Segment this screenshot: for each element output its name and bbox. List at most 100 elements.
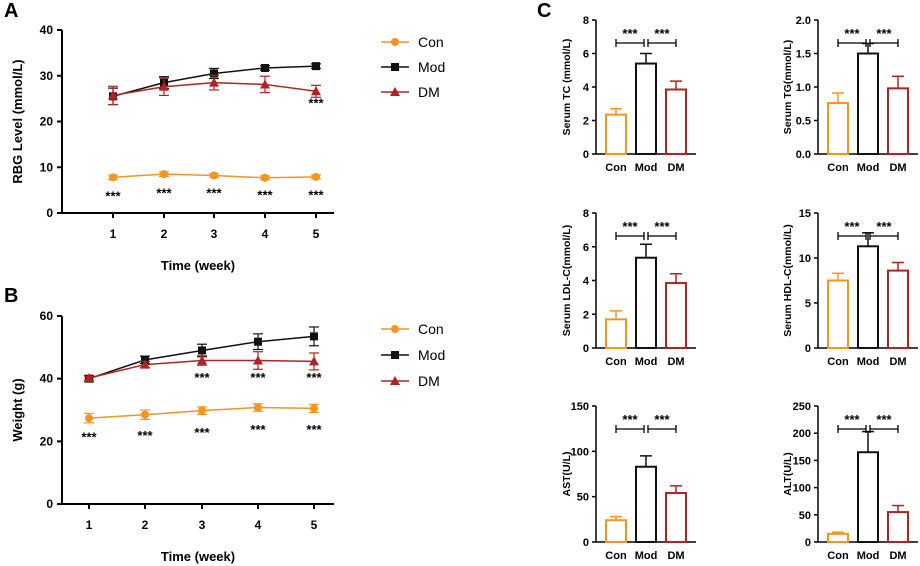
bar-mod: [857, 232, 879, 349]
significance-label: ***: [194, 370, 210, 385]
bar-chart-c3: 0 2 4 6 8 Con Mod DM *** *** Serum LDL-C(mmol/L): [561, 208, 696, 368]
bar-dm: [665, 80, 687, 155]
bar-mod: [857, 42, 879, 155]
y-tick-label: 1.0: [796, 82, 811, 94]
x-tick-label: 1: [110, 227, 117, 241]
x-tick-label: DM: [667, 356, 684, 368]
significance-label: ***: [876, 219, 892, 234]
y-tick-label: 0.0: [796, 149, 811, 161]
significance-label: ***: [844, 219, 860, 234]
bar-dm: [887, 261, 909, 350]
y-tick-label: 4: [583, 82, 590, 94]
y-tick-label: 0: [583, 537, 589, 549]
bar-con: [605, 515, 627, 543]
y-tick-label: 50: [799, 510, 811, 522]
y-tick-label: 60: [40, 309, 54, 323]
y-axis-title: Serum TG(mmol/L): [782, 40, 794, 135]
y-tick-label: 40: [40, 372, 54, 386]
x-axis-title: Time (week): [161, 258, 235, 273]
y-axis-title: AST(U/L): [561, 452, 573, 497]
bar-chart-c1: 0 2 4 6 8 Con Mod DM *** *** Serum TC (mmol/L): [561, 15, 696, 174]
data-point: [261, 63, 269, 72]
y-tick-label: 6: [583, 242, 589, 254]
bar-con: [605, 108, 627, 155]
bar-rect: [857, 52, 879, 155]
x-tick-label: Con: [827, 162, 849, 174]
y-tick-label: 20: [40, 434, 54, 448]
data-point: [197, 355, 207, 365]
x-tick-label: Mod: [635, 162, 658, 174]
bar-chart-c5: 0 50 100 150 Con Mod DM *** *** AST(U/L): [561, 401, 696, 562]
legend-label: Mod: [418, 347, 445, 363]
legend-marker: [391, 63, 399, 71]
y-tick-label: 0: [46, 206, 53, 220]
significance-brackets: *** ***: [837, 26, 899, 47]
legend-label: Mod: [418, 59, 445, 75]
x-axis-title: Time (week): [161, 549, 235, 564]
x-tick-label: 2: [142, 518, 149, 532]
y-tick-label: 150: [793, 455, 811, 467]
bar-rect: [827, 532, 849, 544]
x-tick-label: 2: [161, 227, 168, 241]
y-axis-title: Serum TC (mmol/L): [561, 39, 573, 136]
data-point: [160, 170, 168, 179]
significance-label: ***: [622, 412, 638, 427]
legend-marker: [391, 325, 399, 333]
bar-mod: [635, 455, 657, 544]
y-tick-label: 10: [799, 253, 811, 265]
bar-con: [605, 310, 627, 349]
y-tick-label: 2: [583, 116, 589, 128]
x-tick-label: Con: [827, 356, 849, 368]
x-tick-label: 4: [262, 227, 269, 241]
bar-dm: [665, 273, 687, 349]
bar-rect: [827, 279, 849, 349]
x-tick-label: Mod: [857, 356, 880, 368]
bar-rect: [665, 492, 687, 544]
bar-dm: [665, 485, 687, 544]
y-tick-label: 0: [46, 497, 53, 511]
legend-label: Con: [418, 321, 444, 337]
data-point: [198, 346, 206, 355]
significance-label: ***: [876, 26, 892, 41]
y-tick-label: 100: [793, 483, 811, 495]
bar-con: [827, 272, 849, 349]
data-point: [253, 355, 263, 365]
significance-label: ***: [250, 422, 266, 437]
significance-label: ***: [308, 95, 324, 110]
data-point: [109, 173, 117, 182]
significance-label: ***: [308, 188, 324, 203]
data-point: [311, 86, 321, 96]
legend-label: DM: [418, 84, 440, 100]
x-tick-label: 5: [311, 518, 318, 532]
bar-con: [827, 531, 849, 544]
y-tick-label: 2: [583, 309, 589, 321]
series-dm: [108, 74, 321, 106]
line-chart-b: 0 20 40 60 1 2 3 4 5 Time (week) Weight (g) *** *** *…: [10, 309, 445, 564]
y-tick-label: 10: [40, 160, 54, 174]
x-tick-label: 4: [255, 518, 262, 532]
bar-dm: [887, 75, 909, 155]
significance-label: ***: [250, 370, 266, 385]
x-tick-label: Mod: [635, 550, 658, 562]
data-point: [108, 90, 118, 100]
y-tick-label: 5: [805, 298, 811, 310]
data-point: [254, 337, 262, 346]
bar-chart-c4: 0 5 10 15 Con Mod DM *** *** Serum HDL-C(mmol/L): [782, 208, 918, 368]
x-tick-label: DM: [889, 162, 906, 174]
x-tick-label: Mod: [857, 550, 880, 562]
y-axis-title: ALT(U/L): [782, 452, 794, 496]
x-tick-label: Con: [605, 356, 627, 368]
significance-brackets: *** ***: [837, 412, 899, 433]
data-point: [254, 403, 262, 412]
significance-label: ***: [137, 428, 153, 443]
x-tick-label: DM: [667, 162, 684, 174]
data-point: [261, 173, 269, 182]
line-chart-a: 0 10 20 30 40 1 2 3 4 5 Time (week) RBG Level (mmol…: [10, 23, 445, 273]
y-tick-label: 0.5: [796, 116, 811, 128]
bar-rect: [887, 87, 909, 155]
significance-label: ***: [306, 422, 322, 437]
legend: Con Mod DM: [381, 34, 445, 100]
bar-rect: [635, 465, 657, 544]
y-tick-label: 15: [799, 208, 811, 220]
